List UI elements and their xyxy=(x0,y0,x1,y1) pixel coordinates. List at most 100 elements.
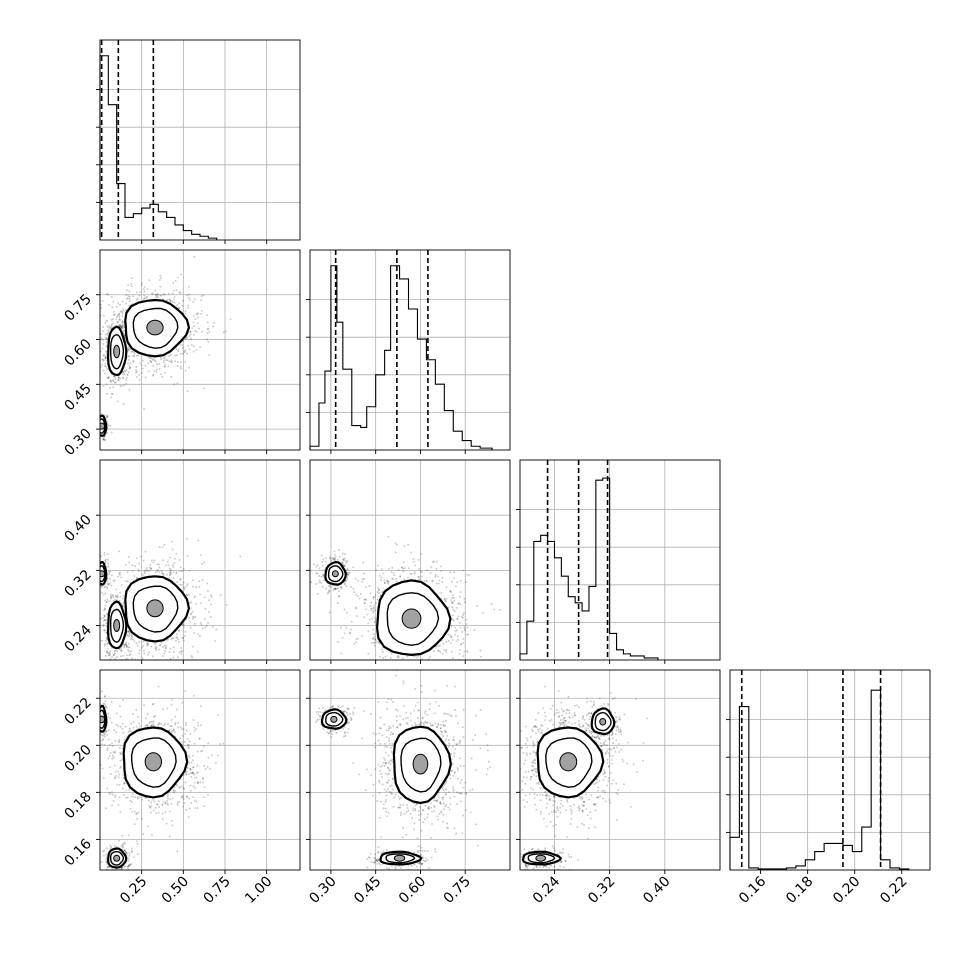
scatter-point xyxy=(378,641,380,644)
scatter-point xyxy=(102,623,105,626)
scatter-point xyxy=(128,646,131,649)
scatter-point xyxy=(137,644,139,647)
scatter-point xyxy=(206,338,208,341)
scatter-point xyxy=(183,623,185,625)
scatter-point xyxy=(192,695,195,697)
scatter-point xyxy=(192,321,195,324)
scatter-point xyxy=(98,568,100,570)
scatter-point xyxy=(147,653,149,656)
scatter-point xyxy=(197,781,199,783)
scatter-point xyxy=(197,807,199,809)
scatter-point xyxy=(107,866,109,868)
scatter-point xyxy=(138,570,140,572)
scatter-point xyxy=(139,649,141,652)
scatter-point xyxy=(374,620,376,623)
scatter-point xyxy=(98,724,100,726)
scatter-point xyxy=(417,655,420,657)
scatter-point xyxy=(406,655,409,658)
scatter-point xyxy=(140,364,143,367)
scatter-point xyxy=(365,598,367,601)
scatter-point xyxy=(140,372,143,374)
scatter-point xyxy=(116,316,118,318)
scatter-point xyxy=(328,590,331,593)
scatter-point xyxy=(190,601,193,603)
scatter-point xyxy=(97,426,99,428)
scatter-point xyxy=(120,663,122,665)
scatter-point xyxy=(125,369,128,371)
scatter-point xyxy=(439,684,441,686)
scatter-point xyxy=(106,337,108,340)
scatter-point xyxy=(345,579,347,581)
scatter-point xyxy=(195,349,198,351)
scatter-point xyxy=(178,302,180,305)
scatter-point xyxy=(109,326,112,329)
scatter-point xyxy=(342,558,344,561)
scatter-point xyxy=(127,350,129,352)
scatter-point xyxy=(403,666,405,668)
scatter-point xyxy=(133,823,136,825)
scatter-point xyxy=(456,581,459,583)
scatter-point xyxy=(120,326,123,329)
scatter-point xyxy=(140,284,143,286)
scatter-point xyxy=(324,560,327,563)
scatter-point xyxy=(143,664,145,666)
scatter-point xyxy=(104,362,106,365)
scatter-point xyxy=(126,645,128,647)
scatter-point xyxy=(362,561,364,564)
scatter-point xyxy=(114,376,116,378)
scatter-point xyxy=(108,324,110,327)
scatter-point xyxy=(124,370,127,373)
scatter-point xyxy=(447,667,449,669)
scatter-point xyxy=(207,590,209,592)
scatter-point xyxy=(179,570,181,573)
scatter-point xyxy=(97,713,99,715)
scatter-point xyxy=(172,646,175,649)
scatter-point xyxy=(194,330,197,332)
scatter-point xyxy=(373,636,375,638)
scatter-point xyxy=(107,558,109,561)
scatter-point xyxy=(113,662,115,664)
scatter-point xyxy=(121,747,124,750)
scatter-point xyxy=(174,360,176,362)
scatter-point xyxy=(408,666,410,668)
scatter-point xyxy=(437,649,439,652)
scatter-point xyxy=(123,609,126,612)
y-tick-label: 0.40 xyxy=(61,512,94,545)
scatter-point xyxy=(431,687,433,689)
scatter-point xyxy=(125,642,127,644)
scatter-point xyxy=(163,645,166,647)
scatter-point xyxy=(164,356,166,358)
scatter-point xyxy=(325,587,328,590)
scatter-point xyxy=(150,568,152,570)
scatter-point xyxy=(109,717,111,720)
scatter-point xyxy=(117,302,119,305)
scatter-point xyxy=(103,703,106,706)
scatter-point xyxy=(337,641,339,643)
scatter-point xyxy=(186,352,188,355)
scatter-point xyxy=(200,295,203,297)
scatter-point xyxy=(182,347,184,349)
y-tick-label: 0.24 xyxy=(61,622,94,655)
scatter-point xyxy=(109,570,111,573)
contour-inner xyxy=(327,565,344,583)
scatter-point xyxy=(129,296,131,298)
scatter-point xyxy=(372,607,374,610)
scatter-point xyxy=(192,585,194,588)
scatter-point xyxy=(181,649,183,652)
contour-inner xyxy=(110,608,125,643)
scatter-point xyxy=(160,294,163,297)
scatter-point xyxy=(120,603,123,605)
scatter-point xyxy=(398,677,400,679)
scatter-point xyxy=(110,319,113,321)
scatter-point xyxy=(106,578,108,580)
scatter-point xyxy=(105,626,108,628)
scatter-point xyxy=(374,639,377,641)
scatter-point xyxy=(396,656,399,658)
scatter-point xyxy=(340,626,342,629)
scatter-point xyxy=(173,383,175,385)
scatter-point xyxy=(376,680,378,682)
scatter-point xyxy=(192,771,194,774)
scatter-point xyxy=(123,849,126,851)
scatter-point xyxy=(95,710,97,712)
